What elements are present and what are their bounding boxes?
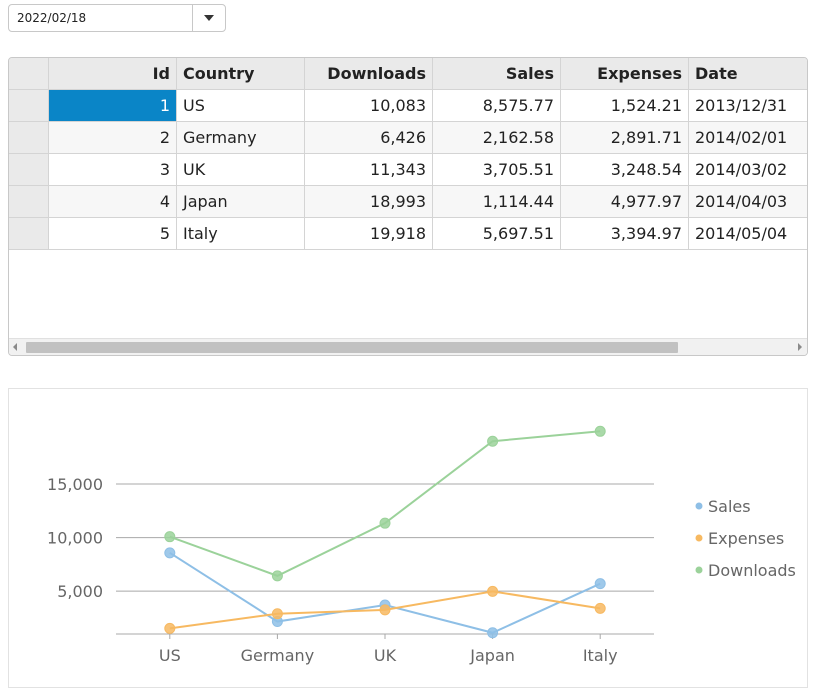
cell-sales[interactable]: 8,575.77	[433, 90, 561, 121]
table-row: 2 Germany 6,426 2,162.58 2,891.71 2014/0…	[9, 122, 807, 154]
column-header-sales[interactable]: Sales	[433, 58, 561, 89]
scroll-right-icon[interactable]	[798, 343, 802, 351]
x-tick-label: Japan	[469, 646, 515, 665]
table-row: 3 UK 11,343 3,705.51 3,248.54 2014/03/02	[9, 154, 807, 186]
data-point	[164, 622, 176, 634]
series-line-downloads	[169, 430, 601, 577]
legend-label: Downloads	[708, 561, 796, 580]
table-row: 1 US 10,083 8,575.77 1,524.21 2013/12/31	[9, 90, 807, 122]
cell-expenses[interactable]: 4,977.97	[561, 186, 689, 217]
cell-sales[interactable]: 3,705.51	[433, 154, 561, 185]
cell-date[interactable]: 2013/12/31	[695, 96, 788, 115]
row-header[interactable]	[9, 218, 49, 249]
cell-id[interactable]: 5	[49, 218, 177, 249]
cell-date[interactable]: 2014/02/01	[695, 128, 788, 147]
x-tick-label: Italy	[583, 646, 618, 665]
y-tick-label: 10,000	[47, 529, 103, 548]
cell-country[interactable]: Italy	[177, 218, 305, 249]
scrollbar-thumb[interactable]	[26, 342, 678, 353]
cell-sales[interactable]: 5,697.51	[433, 218, 561, 249]
legend-label: Sales	[708, 497, 751, 516]
data-point	[487, 435, 499, 447]
cell-date[interactable]: 2014/05/04	[695, 224, 788, 243]
x-tick-label: US	[159, 646, 181, 665]
row-header[interactable]	[9, 90, 49, 121]
cell-expenses[interactable]: 3,248.54	[561, 154, 689, 185]
cell-downloads[interactable]: 11,343	[305, 154, 433, 185]
cell-expenses[interactable]: 1,524.21	[561, 90, 689, 121]
legend-label: Expenses	[708, 529, 784, 548]
data-point	[487, 627, 499, 639]
cell-id[interactable]: 3	[49, 154, 177, 185]
cell-date[interactable]: 2014/03/02	[695, 160, 788, 179]
header-row: Id Country Downloads Sales Expenses Date	[9, 58, 807, 90]
top-left-cell[interactable]	[9, 58, 49, 89]
data-grid[interactable]: Id Country Downloads Sales Expenses Date…	[8, 57, 808, 356]
x-tick-label: Germany	[241, 646, 315, 665]
row-header[interactable]	[9, 122, 49, 153]
cell-country[interactable]: Japan	[177, 186, 305, 217]
column-header-downloads[interactable]: Downloads	[305, 58, 433, 89]
x-tick-label: UK	[374, 646, 397, 665]
cell-country[interactable]: US	[177, 90, 305, 121]
cell-date[interactable]: 2014/04/03	[695, 192, 788, 211]
legend-marker	[695, 502, 703, 510]
data-point	[164, 531, 176, 543]
legend-marker	[695, 534, 703, 542]
y-tick-label: 15,000	[47, 475, 103, 494]
cell-country[interactable]: Germany	[177, 122, 305, 153]
series-line-sales	[169, 551, 601, 634]
data-point	[164, 547, 176, 559]
data-point	[594, 602, 606, 614]
scroll-left-icon[interactable]	[13, 343, 17, 351]
horizontal-scrollbar[interactable]	[9, 338, 807, 355]
data-point	[271, 608, 283, 620]
chart-canvas: 5,000 10,000 15,000 US Germany UK Japan Italy Sa…	[47, 425, 796, 665]
cell-expenses[interactable]: 3,394.97	[561, 218, 689, 249]
table-row: 4 Japan 18,993 1,114.44 4,977.97 2014/04…	[9, 186, 807, 218]
line-chart: 5,000 10,000 15,000 US Germany UK Japan Italy Sa…	[8, 388, 808, 688]
data-point	[487, 585, 499, 597]
dropdown-button[interactable]	[192, 5, 225, 31]
cell-downloads[interactable]: 19,918	[305, 218, 433, 249]
cell-id[interactable]: 1	[49, 90, 177, 121]
column-header-country[interactable]: Country	[177, 58, 305, 89]
data-point	[271, 570, 283, 582]
cell-country[interactable]: UK	[177, 154, 305, 185]
row-header[interactable]	[9, 186, 49, 217]
grid-table: Id Country Downloads Sales Expenses Date…	[9, 58, 807, 250]
cell-id[interactable]: 4	[49, 186, 177, 217]
cell-downloads[interactable]: 10,083	[305, 90, 433, 121]
row-header[interactable]	[9, 154, 49, 185]
legend-marker	[695, 566, 703, 574]
date-picker[interactable]: 2022/02/18	[8, 4, 226, 32]
column-header-expenses[interactable]: Expenses	[561, 58, 689, 89]
column-header-date[interactable]: Date	[695, 64, 738, 83]
table-row: 5 Italy 19,918 5,697.51 3,394.97 2014/05…	[9, 218, 807, 250]
data-point	[379, 604, 391, 616]
y-tick-label: 5,000	[57, 582, 103, 601]
column-header-id[interactable]: Id	[49, 58, 177, 89]
data-point	[594, 425, 606, 437]
date-input[interactable]: 2022/02/18	[17, 11, 87, 25]
cell-sales[interactable]: 2,162.58	[433, 122, 561, 153]
cell-id[interactable]: 2	[49, 122, 177, 153]
data-point	[379, 517, 391, 529]
cell-downloads[interactable]: 18,993	[305, 186, 433, 217]
cell-downloads[interactable]: 6,426	[305, 122, 433, 153]
cell-expenses[interactable]: 2,891.71	[561, 122, 689, 153]
data-point	[594, 578, 606, 590]
cell-sales[interactable]: 1,114.44	[433, 186, 561, 217]
chevron-down-icon	[204, 15, 214, 21]
